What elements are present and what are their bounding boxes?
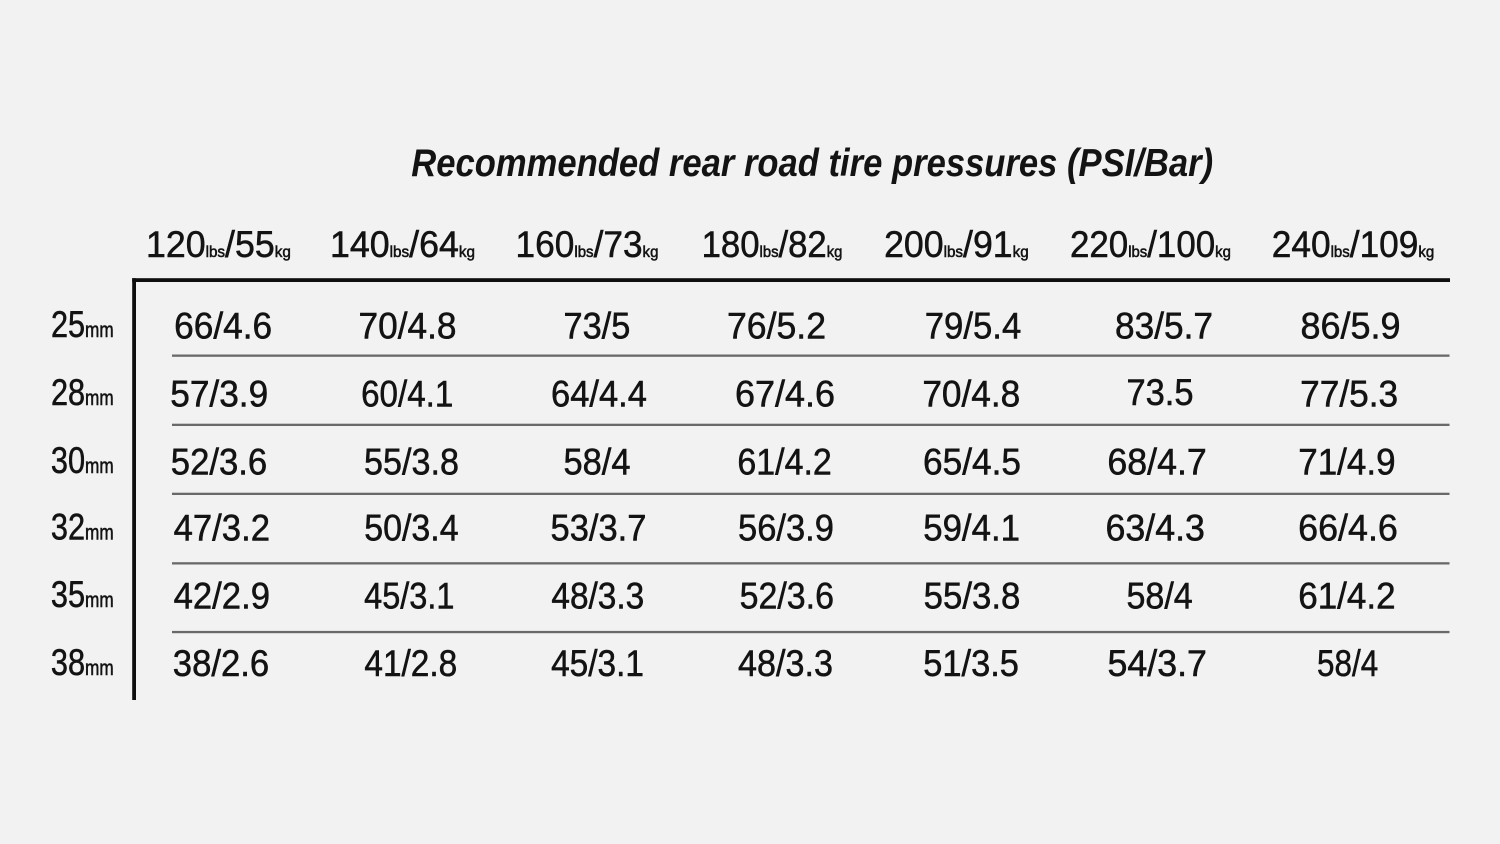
svg-text:54/3.7: 54/3.7 <box>1107 642 1206 684</box>
svg-text:71/4.9: 71/4.9 <box>1298 440 1395 482</box>
svg-text:61/4.2: 61/4.2 <box>737 441 831 483</box>
svg-text:61/4.2: 61/4.2 <box>1298 574 1395 616</box>
svg-text:86/5.9: 86/5.9 <box>1300 305 1400 347</box>
svg-text:53/3.7: 53/3.7 <box>551 506 647 549</box>
svg-text:Recommended rear road tire pre: Recommended rear road tire pressures (PS… <box>411 141 1213 184</box>
svg-text:70/4.8: 70/4.8 <box>922 372 1020 414</box>
svg-text:45/3.1: 45/3.1 <box>364 575 454 617</box>
svg-text:70/4.8: 70/4.8 <box>359 304 457 346</box>
svg-text:66/4.6: 66/4.6 <box>1298 507 1398 549</box>
svg-text:73/5: 73/5 <box>563 304 630 347</box>
svg-text:68/4.7: 68/4.7 <box>1107 441 1206 483</box>
svg-text:64/4.4: 64/4.4 <box>551 372 647 415</box>
svg-text:58/4: 58/4 <box>1126 575 1192 617</box>
svg-text:77/5.3: 77/5.3 <box>1300 372 1398 414</box>
svg-text:60/4.1: 60/4.1 <box>361 373 453 415</box>
svg-text:240lbs/109kg: 240lbs/109kg <box>1272 223 1434 265</box>
svg-text:45/3.1: 45/3.1 <box>551 642 644 684</box>
svg-text:52/3.6: 52/3.6 <box>171 440 267 483</box>
svg-text:220lbs/100kg: 220lbs/100kg <box>1070 223 1231 265</box>
svg-text:83/5.7: 83/5.7 <box>1115 304 1213 346</box>
svg-text:58/4: 58/4 <box>1317 643 1378 684</box>
svg-text:48/3.3: 48/3.3 <box>551 575 644 617</box>
svg-text:58/4: 58/4 <box>563 440 630 483</box>
svg-text:73.5: 73.5 <box>1126 371 1193 414</box>
svg-text:67/4.6: 67/4.6 <box>735 373 835 415</box>
svg-text:59/4.1: 59/4.1 <box>923 506 1020 549</box>
svg-text:47/3.2: 47/3.2 <box>174 506 270 549</box>
svg-text:65/4.5: 65/4.5 <box>923 440 1021 482</box>
svg-text:76/5.2: 76/5.2 <box>727 304 826 346</box>
svg-text:41/2.8: 41/2.8 <box>364 642 457 684</box>
svg-text:66/4.6: 66/4.6 <box>174 304 272 346</box>
svg-text:50/3.4: 50/3.4 <box>364 507 458 549</box>
svg-text:200lbs/91kg: 200lbs/91kg <box>884 223 1029 265</box>
svg-text:42/2.9: 42/2.9 <box>174 574 270 617</box>
svg-text:55/3.8: 55/3.8 <box>924 574 1021 617</box>
svg-text:57/3.9: 57/3.9 <box>170 372 268 414</box>
svg-text:52/3.6: 52/3.6 <box>740 575 834 617</box>
svg-text:63/4.3: 63/4.3 <box>1105 507 1204 549</box>
svg-text:56/3.9: 56/3.9 <box>738 506 834 549</box>
svg-text:48/3.3: 48/3.3 <box>738 643 833 685</box>
svg-text:51/3.5: 51/3.5 <box>923 642 1019 685</box>
svg-text:38/2.6: 38/2.6 <box>173 642 269 685</box>
svg-text:55/3.8: 55/3.8 <box>364 441 459 483</box>
svg-text:79/5.4: 79/5.4 <box>925 304 1022 347</box>
